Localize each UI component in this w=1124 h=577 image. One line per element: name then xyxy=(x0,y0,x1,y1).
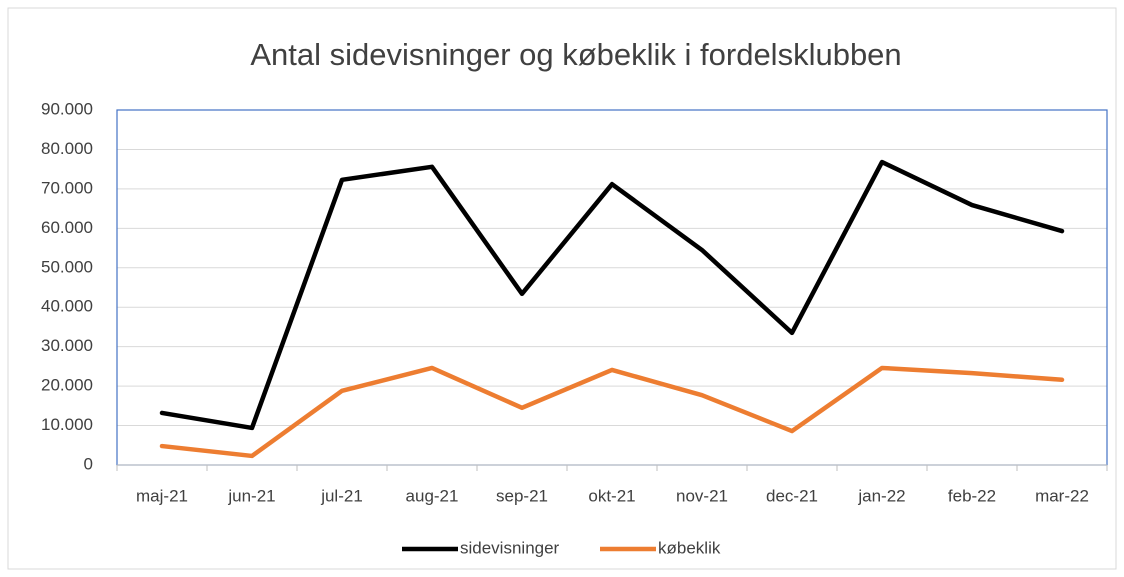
x-tick-label: dec-21 xyxy=(766,486,818,505)
x-tick-label: jan-22 xyxy=(857,486,905,505)
y-tick-label: 0 xyxy=(84,454,93,473)
series-line xyxy=(159,159,1065,431)
x-tick-label: okt-21 xyxy=(588,486,635,505)
x-tick-label: feb-22 xyxy=(948,486,996,505)
x-tick-label: jun-21 xyxy=(227,486,275,505)
x-tick-label: maj-21 xyxy=(136,486,188,505)
y-tick-label: 90.000 xyxy=(41,99,93,118)
x-tick-label: aug-21 xyxy=(406,486,459,505)
x-tick-label: nov-21 xyxy=(676,486,728,505)
y-tick-label: 80.000 xyxy=(41,139,93,158)
y-tick-label: 50.000 xyxy=(41,257,93,276)
y-tick-label: 20.000 xyxy=(41,376,93,395)
y-tick-label: 70.000 xyxy=(41,178,93,197)
y-tick-label: 40.000 xyxy=(41,297,93,316)
x-tick-label: jul-21 xyxy=(320,486,363,505)
y-tick-label: 10.000 xyxy=(41,415,93,434)
chart-title: Antal sidevisninger og købeklik i fordel… xyxy=(250,37,901,72)
x-tick-label: mar-22 xyxy=(1035,486,1089,505)
legend-label: købeklik xyxy=(658,538,721,557)
y-tick-label: 60.000 xyxy=(41,218,93,237)
legend-label: sidevisninger xyxy=(460,538,560,557)
chart-frame xyxy=(7,7,1117,570)
y-tick-label: 30.000 xyxy=(41,336,93,355)
x-tick-label: sep-21 xyxy=(496,486,548,505)
series-line xyxy=(159,365,1065,459)
